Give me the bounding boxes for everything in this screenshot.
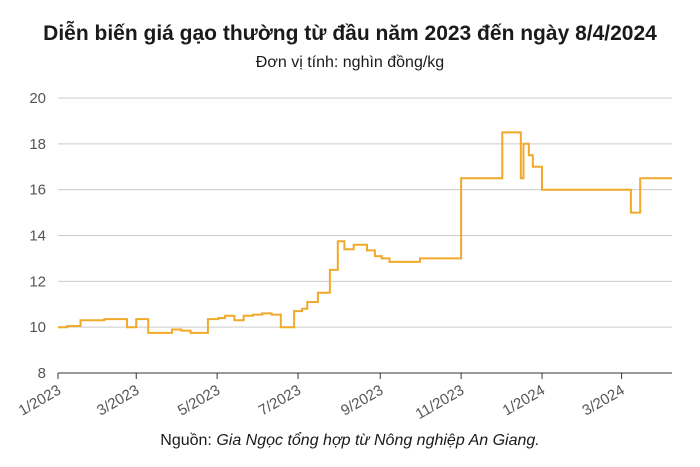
x-axis-ticks: 1/2023 3/2023 5/2023 7/2023 9/2023 11/2023 1/2… (16, 373, 628, 423)
x-tick-label: 9/2023 (338, 382, 386, 420)
x-tick-label: 5/2023 (175, 382, 223, 420)
chart-subtitle: Đơn vị tính: nghìn đồng/kg (255, 54, 445, 71)
x-tick-label: 7/2023 (256, 382, 304, 420)
x-tick-label: 1/2023 (16, 382, 64, 420)
source-text: Gia Ngọc tổng hợp từ Nông nghiệp An Gian… (216, 432, 540, 449)
source-prefix: Nguồn: (160, 432, 217, 449)
series-line-rice-price (58, 131, 672, 334)
y-tick-label: 14 (29, 228, 46, 245)
grid-lines (58, 97, 672, 374)
y-tick-label: 10 (29, 319, 46, 336)
x-tick-label: 1/2024 (500, 382, 548, 420)
y-tick-label: 20 (29, 90, 46, 107)
y-axis-ticks: 8 10 12 14 16 18 20 (29, 90, 46, 382)
x-tick-label: 11/2023 (413, 382, 467, 423)
chart-source: Nguồn: Gia Ngọc tổng hợp từ Nông nghiệp … (0, 432, 700, 450)
x-tick-label: 3/2024 (579, 382, 627, 420)
y-tick-label: 18 (29, 136, 46, 153)
chart-title: Diễn biến giá gạo thường từ đầu năm 2023… (43, 22, 657, 45)
y-tick-label: 12 (29, 273, 46, 290)
y-tick-label: 8 (38, 365, 46, 382)
y-tick-label: 16 (29, 182, 46, 199)
x-tick-label: 3/2023 (94, 382, 142, 420)
